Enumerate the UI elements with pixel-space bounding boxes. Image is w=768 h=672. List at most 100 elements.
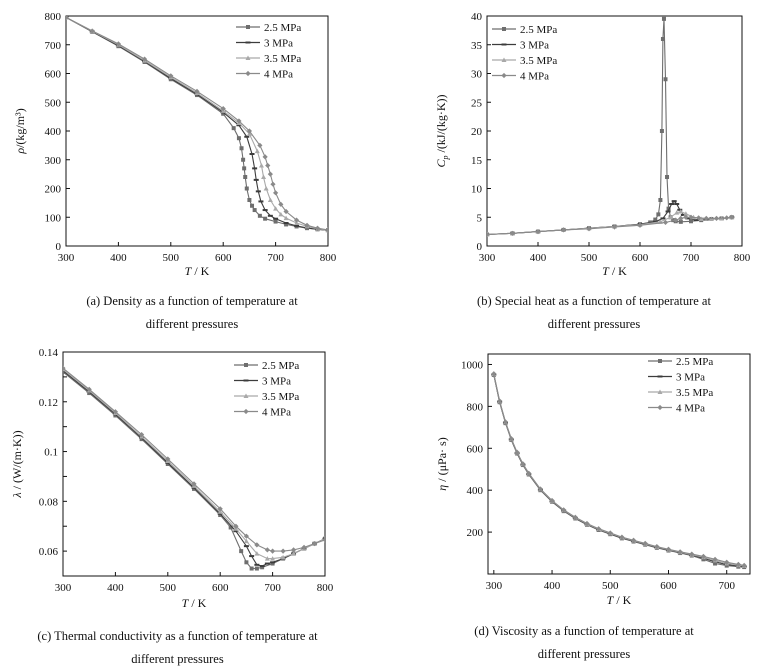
chart-specific-heat: 300 400 500 600 700 800 0 5 10 15 20 25 30 35 40 T / K C… bbox=[384, 0, 768, 290]
data-point bbox=[236, 118, 242, 124]
data-point bbox=[278, 211, 284, 217]
data-point bbox=[264, 547, 270, 553]
x-tick-label: 400 bbox=[107, 582, 124, 594]
data-point bbox=[273, 190, 279, 196]
x-tick-label: 700 bbox=[718, 580, 735, 592]
data-point bbox=[630, 537, 637, 543]
y-tick-label: 20 bbox=[471, 126, 483, 138]
data-point bbox=[663, 77, 668, 82]
data-point bbox=[683, 214, 689, 220]
y-tick-label: 30 bbox=[471, 69, 483, 81]
data-point bbox=[671, 200, 677, 203]
series-2_5-MPa bbox=[491, 372, 747, 570]
y-axis-label: Cp /(kJ/(kg·K)) bbox=[434, 94, 450, 167]
data-point bbox=[680, 213, 686, 216]
data-point bbox=[526, 470, 532, 476]
data-point bbox=[112, 409, 118, 415]
x-tick-label: 500 bbox=[160, 582, 177, 594]
data-point bbox=[514, 449, 520, 455]
y-tick-label: 40 bbox=[471, 11, 483, 23]
data-point bbox=[724, 215, 730, 221]
caption-specific-heat-line1: (b) Special heat as a function of temper… bbox=[477, 294, 711, 308]
data-point bbox=[257, 142, 263, 148]
data-point bbox=[261, 174, 267, 179]
data-point bbox=[258, 163, 264, 168]
data-point bbox=[259, 565, 265, 568]
data-point bbox=[243, 175, 248, 179]
data-point bbox=[66, 16, 69, 21]
data-point bbox=[724, 563, 729, 568]
caption-viscosity-line1: (d) Viscosity as a function of temperatu… bbox=[474, 624, 694, 638]
y-tick-label: 35 bbox=[471, 40, 483, 52]
data-point bbox=[301, 544, 307, 550]
data-point bbox=[264, 556, 270, 561]
data-point bbox=[270, 561, 275, 566]
data-point bbox=[586, 226, 592, 232]
y-tick-label: 5 bbox=[477, 212, 483, 224]
data-point bbox=[735, 561, 741, 567]
data-point bbox=[241, 157, 246, 162]
data-point bbox=[113, 413, 118, 418]
x-tick-label: 400 bbox=[544, 580, 561, 592]
y-tick-label: 25 bbox=[471, 97, 483, 109]
data-point bbox=[239, 549, 244, 554]
caption-viscosity-line2: different pressures bbox=[537, 647, 631, 661]
data-point bbox=[584, 520, 590, 527]
data-point bbox=[252, 208, 257, 213]
data-point bbox=[291, 551, 297, 556]
legend: 2.5 MPa 3 MPa 3.5 MPa 4 MPa bbox=[492, 24, 557, 83]
data-point bbox=[142, 56, 148, 62]
data-point bbox=[217, 506, 223, 512]
data-point bbox=[560, 227, 567, 233]
legend-marker bbox=[501, 43, 507, 46]
data-point bbox=[665, 546, 672, 552]
y-tick-label: 200 bbox=[467, 527, 484, 539]
legend-label: 2.5 MPa bbox=[264, 22, 301, 34]
legend-label: 3 MPa bbox=[262, 376, 291, 388]
data-point bbox=[658, 198, 663, 202]
series-line bbox=[66, 16, 328, 231]
x-axis-label: T / K bbox=[185, 264, 210, 278]
data-point bbox=[653, 217, 658, 222]
chart-density: 300 400 500 600 700 800 0 100 200 300 400 500 600 700… bbox=[0, 0, 384, 290]
plot-frame bbox=[487, 353, 751, 575]
data-point bbox=[192, 486, 196, 491]
x-axis-label: T / K bbox=[602, 264, 627, 278]
data-point bbox=[700, 553, 707, 559]
legend-label: 3 MPa bbox=[264, 38, 293, 50]
data-point bbox=[262, 209, 268, 212]
data-point bbox=[273, 217, 279, 220]
data-point bbox=[250, 203, 255, 208]
y-tick-label: 600 bbox=[467, 443, 484, 455]
legend-label: 3.5 MPa bbox=[262, 391, 299, 403]
data-point bbox=[280, 554, 286, 560]
data-point bbox=[283, 215, 289, 221]
data-point bbox=[217, 509, 223, 514]
data-point bbox=[741, 562, 747, 569]
y-tick-label: 0 bbox=[477, 241, 483, 253]
caption-density: (a) Density as a function of temperature… bbox=[0, 290, 384, 336]
data-point bbox=[656, 212, 661, 217]
legend-marker bbox=[245, 41, 251, 44]
legend: 2.5 MPa 3 MPa 3.5 MPa 4 MPa bbox=[236, 22, 301, 81]
y-tick-label: 400 bbox=[45, 126, 62, 138]
data-point bbox=[262, 154, 268, 160]
data-point bbox=[233, 530, 239, 533]
legend: 2.5 MPa 3 MPa 3.5 MPa 4 MPa bbox=[648, 356, 713, 415]
legend-marker bbox=[243, 379, 249, 382]
data-point bbox=[273, 206, 279, 211]
caption-density-line1: (a) Density as a function of temperature… bbox=[86, 294, 298, 308]
legend-label: 4 MPa bbox=[264, 69, 293, 81]
legend-label: 3 MPa bbox=[676, 372, 705, 384]
caption-specific-heat-line2: different pressures bbox=[547, 317, 641, 331]
data-point bbox=[294, 224, 300, 227]
data-point bbox=[660, 37, 665, 41]
y-tick-label: 400 bbox=[467, 485, 484, 497]
series-3_5-MPa bbox=[66, 16, 328, 233]
x-tick-label: 300 bbox=[479, 252, 496, 264]
data-point bbox=[270, 181, 276, 187]
x-tick-label: 300 bbox=[55, 582, 72, 594]
x-tick-label: 700 bbox=[264, 582, 281, 594]
legend-marker bbox=[501, 57, 507, 62]
y-tick-label: 0.08 bbox=[39, 496, 59, 508]
